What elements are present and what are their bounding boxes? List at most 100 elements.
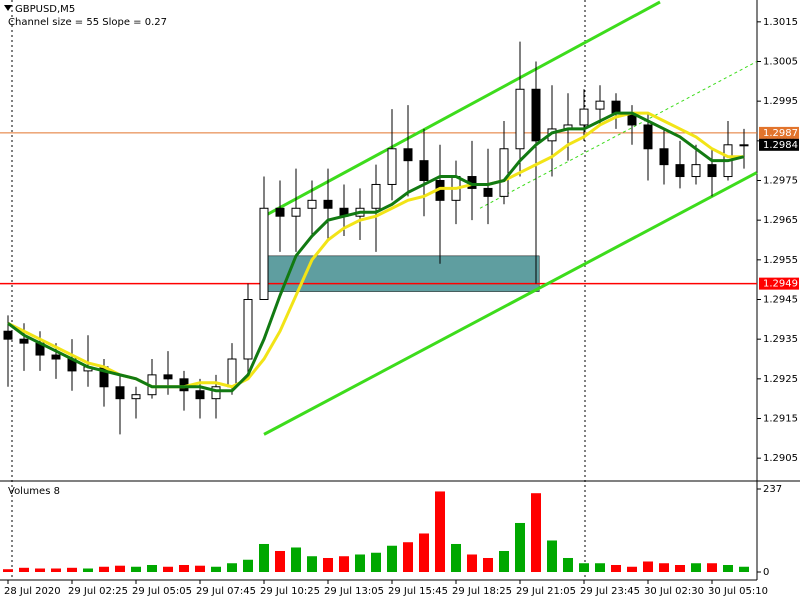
volume-bar [83, 568, 93, 572]
volume-bar [227, 563, 237, 572]
volume-bar [19, 567, 29, 572]
x-tick-label: 29 Jul 02:25 [68, 586, 128, 597]
volume-bar [483, 557, 493, 572]
y-tick-label: 1.2965 [763, 215, 798, 226]
candle-body [291, 207, 301, 217]
volume-bar [195, 565, 205, 572]
candle-body [131, 394, 141, 400]
candle-body [531, 88, 541, 142]
volume-bar [531, 493, 541, 572]
candle-body [227, 358, 237, 388]
volume-bar [403, 542, 413, 572]
candle-body [275, 207, 285, 217]
volume-bar [579, 563, 589, 572]
x-tick-label: 28 Jul 2020 [4, 586, 61, 597]
candle-body [307, 199, 317, 209]
volume-bar [563, 557, 573, 572]
y-tick-label: 1.3005 [763, 57, 798, 68]
candle-body [3, 330, 13, 340]
y-tick-label: 0 [763, 567, 769, 578]
candle-body [323, 199, 333, 209]
y-tick-label: 1.2995 [763, 96, 798, 107]
volume-bar [643, 561, 653, 572]
volume-bar [627, 566, 637, 572]
last-price-box [759, 138, 799, 151]
chart-subtitle: Channel size = 55 Slope = 0.27 [8, 17, 167, 28]
volume-bar [163, 566, 173, 572]
volume-bar [707, 563, 717, 572]
level-box [759, 277, 799, 290]
candle-body [51, 354, 61, 360]
x-tick-label: 30 Jul 05:10 [708, 586, 768, 597]
candle-body [515, 88, 525, 150]
volume-bar [451, 543, 461, 572]
volume-bar [499, 550, 509, 572]
x-tick-label: 29 Jul 18:25 [452, 586, 512, 597]
volume-bar [323, 557, 333, 572]
volume-bar [691, 563, 701, 572]
volume-bar [67, 567, 77, 572]
channel-mid [479, 61, 758, 209]
channel-line [263, 0, 661, 218]
volume-bar [179, 564, 189, 572]
x-tick-label: 29 Jul 13:05 [324, 586, 384, 597]
y-tick-label: 1.2935 [763, 334, 798, 345]
level-label: 1.2949 [763, 279, 798, 290]
volume-bar [259, 543, 269, 572]
volume-bar [35, 568, 45, 572]
candle-body [595, 100, 605, 110]
candle-body [499, 148, 509, 197]
candle-body [115, 386, 125, 400]
volume-bar [387, 545, 397, 572]
level-label: 1.2987 [763, 128, 798, 139]
moving-average [7, 111, 745, 393]
candle-body [243, 299, 253, 360]
volume-bar [275, 550, 285, 572]
volume-bar [243, 559, 253, 572]
candle-body [195, 390, 205, 400]
volume-bar [675, 564, 685, 572]
candle-body [611, 100, 621, 114]
volume-bar [659, 563, 669, 572]
volume-bar [515, 522, 525, 572]
chart-title: GBPUSD,M5 [15, 4, 75, 15]
channel-line [263, 171, 758, 436]
candle-body [643, 124, 653, 150]
candle-body [659, 148, 669, 166]
y-tick-label: 1.2925 [763, 374, 798, 385]
volume-bar [3, 569, 13, 572]
x-tick-label: 29 Jul 21:05 [516, 586, 576, 597]
volume-bar [339, 556, 349, 572]
volume-bar [739, 566, 749, 572]
candle-body [19, 338, 29, 344]
volume-bar [467, 554, 477, 572]
y-tick-label: 1.2945 [763, 295, 798, 306]
candle-body [387, 148, 397, 185]
volume-bar [99, 566, 109, 572]
y-tick-label: 1.2975 [763, 176, 798, 187]
y-tick-label: 1.2955 [763, 255, 798, 266]
y-tick-label: 1.3015 [763, 17, 798, 28]
volume-bar [371, 552, 381, 572]
volume-title: Volumes 8 [8, 486, 60, 497]
volume-bar [435, 491, 445, 572]
level-box [759, 126, 799, 139]
candle-body [739, 144, 749, 147]
y-tick-label: 237 [763, 484, 782, 495]
candle-body [419, 160, 429, 182]
x-tick-label: 30 Jul 02:30 [644, 586, 704, 597]
y-tick-label: 1.2915 [763, 414, 798, 425]
volume-bar [611, 564, 621, 572]
volume-bar [131, 566, 141, 572]
volume-bar [419, 533, 429, 572]
candle-body [675, 164, 685, 178]
candle-body [691, 164, 701, 178]
x-tick-label: 29 Jul 10:25 [260, 586, 320, 597]
candle-body [371, 183, 381, 209]
volume-bar [355, 554, 365, 572]
x-tick-label: 29 Jul 07:45 [196, 586, 256, 597]
volume-bar [51, 568, 61, 572]
volume-bar [547, 540, 557, 572]
x-tick-label: 29 Jul 15:45 [388, 586, 448, 597]
